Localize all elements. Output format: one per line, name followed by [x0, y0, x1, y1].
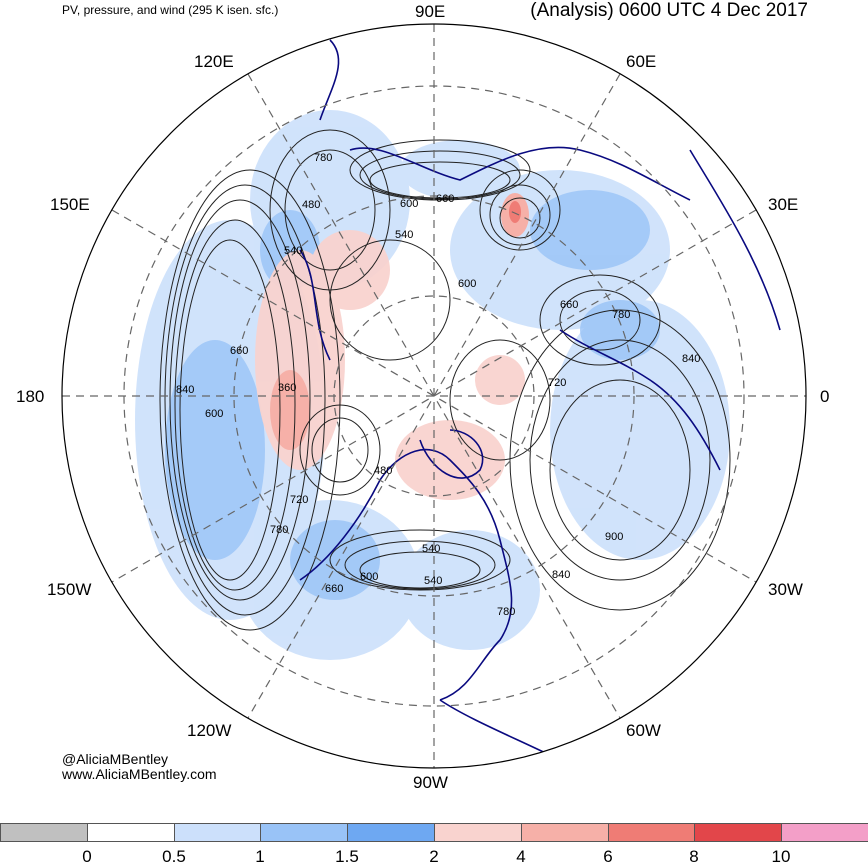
credit-website: www.AliciaMBentley.com [62, 766, 217, 782]
colorbar-tick: 2 [429, 847, 439, 866]
contour-label: 540 [424, 575, 442, 587]
colorbar-segment [520, 823, 609, 842]
colorbar-tick: 0 [82, 847, 92, 866]
contour-label: 780 [270, 524, 288, 536]
colorbar-segment [781, 823, 868, 842]
lon-label-120e: 120E [194, 52, 234, 71]
colorbar-segment [173, 823, 262, 842]
contour-label: 840 [176, 384, 194, 396]
colorbar-tick: 0.5 [162, 847, 186, 866]
lon-label-0: 0 [820, 387, 830, 406]
lon-label-30e: 30E [768, 195, 799, 214]
lon-label-90w: 90W [413, 773, 448, 792]
credit-handle: @AliciaMBentley [62, 751, 169, 767]
contour-label: 600 [400, 198, 418, 210]
colorbar-tick: 6 [603, 847, 613, 866]
colorbar-tick: 8 [689, 847, 699, 866]
contour-label: 720 [290, 494, 308, 506]
contour-label: 600 [458, 278, 476, 290]
analysis-time: (Analysis) 0600 UTC 4 Dec 2017 [530, 0, 808, 21]
contour-label: 360 [278, 382, 296, 394]
contour-label: 720 [548, 377, 566, 389]
colorbar-tick: 4 [516, 847, 526, 866]
contour-label: 660 [560, 299, 578, 311]
lon-label-60e: 60E [626, 52, 657, 71]
contour-label: 480 [302, 199, 320, 211]
lon-label-90e: 90E [415, 2, 446, 21]
contour-label: 900 [605, 531, 623, 543]
contour-label: 540 [395, 229, 413, 241]
contour-label: 780 [314, 152, 332, 164]
colorbar-tick: 10 [771, 847, 791, 866]
lon-label-150e: 150E [50, 195, 90, 214]
lon-label-30w: 30W [768, 580, 803, 599]
contour-label: 660 [436, 193, 454, 205]
contour-label: 600 [360, 571, 378, 583]
lon-label-180: 180 [16, 387, 45, 406]
contour-label-group: 780 480 540 600 660 540 600 660 780 840 … [176, 152, 700, 618]
coastlines [299, 39, 781, 761]
contour-label: 480 [374, 465, 392, 477]
colorbar-segment [607, 823, 696, 842]
contour-label: 780 [497, 606, 515, 618]
lon-label-60w: 60W [626, 721, 661, 740]
lon-label-120w: 120W [187, 721, 232, 740]
contour-label: 660 [325, 583, 343, 595]
contour-label: 780 [612, 309, 630, 321]
map-title: PV, pressure, and wind (295 K isen. sfc.… [62, 3, 279, 17]
meridians [62, 24, 806, 768]
colorbar-segment [0, 823, 88, 842]
colorbar-tick: 1.5 [335, 847, 359, 866]
colorbar-segment [347, 823, 435, 842]
colorbar [0, 823, 868, 842]
contour-label: 660 [230, 345, 248, 357]
colorbar-segment [260, 823, 349, 842]
colorbar-segment [433, 823, 522, 842]
contour-label: 840 [552, 569, 570, 581]
pv-max [509, 201, 521, 223]
pressure-contours [159, 129, 731, 631]
colorbar-segment [694, 823, 783, 842]
contour-label: 600 [205, 408, 223, 420]
map-boundary [61, 23, 807, 769]
contour-label: 840 [682, 353, 700, 365]
colorbar-segment [86, 823, 175, 842]
lon-label-150w: 150W [47, 580, 92, 599]
contour-label: 540 [422, 543, 440, 555]
contour-label: 540 [284, 245, 302, 257]
colorbar-tick: 1 [255, 847, 265, 866]
